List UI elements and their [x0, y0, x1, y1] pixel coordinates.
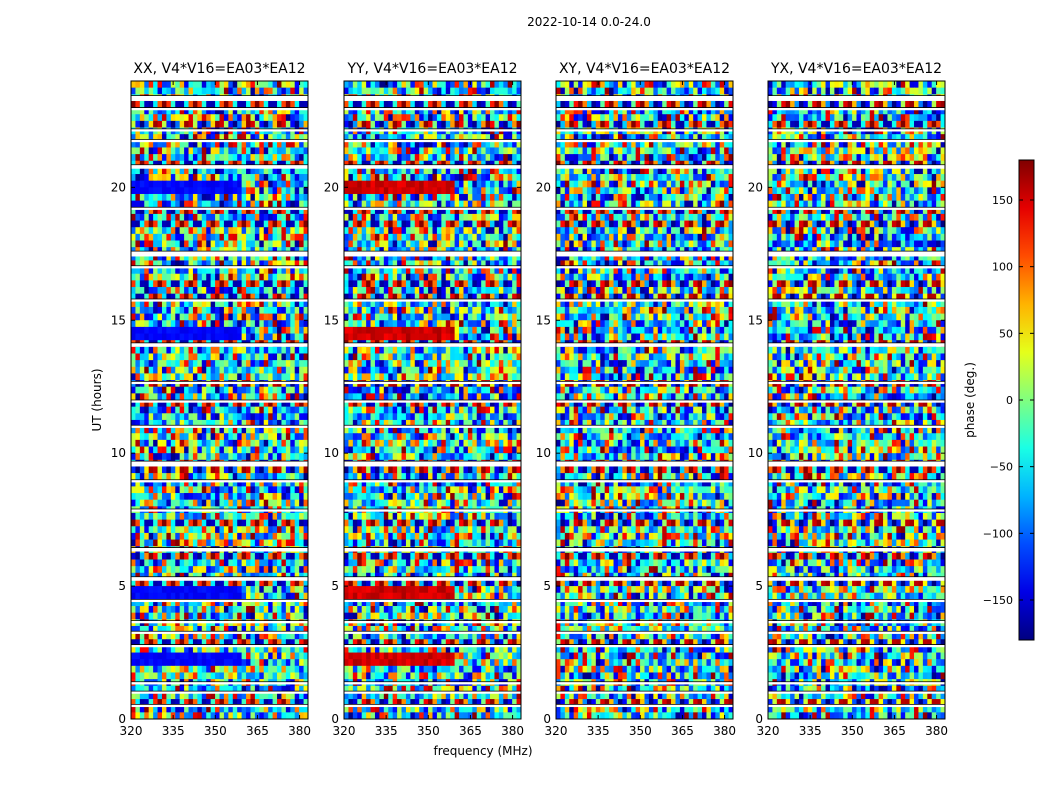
y-tick-label: 0 [543, 712, 551, 726]
colorbar-tick-label: 0 [1006, 394, 1013, 407]
panel-title: YX, V4*V16=EA03*EA12 [770, 61, 942, 77]
panel-title: YY, V4*V16=EA03*EA12 [346, 61, 517, 77]
y-tick-label: 20 [324, 180, 339, 194]
y-tick-label: 0 [755, 712, 763, 726]
panels: XX, V4*V16=EA03*EA12 0 5 10 15 20 320 335 350 365… [90, 61, 948, 758]
panel-xx: XX, V4*V16=EA03*EA12 0 5 10 15 20 320 335 350 365… [90, 61, 311, 738]
x-tick-label: 365 [883, 724, 906, 738]
y-tick-label: 20 [536, 180, 551, 194]
axes-frame [767, 80, 946, 720]
y-tick-label: 15 [111, 313, 126, 327]
axes-frame [555, 80, 734, 720]
x-tick-label: 335 [799, 724, 822, 738]
x-tick-label: 380 [288, 724, 311, 738]
x-tick-label: 320 [545, 724, 568, 738]
panel-yy: YY, V4*V16=EA03*EA12 0 5 10 15 20 320 335 350 365… [324, 61, 533, 758]
x-tick-label: 350 [417, 724, 440, 738]
x-tick-label: 380 [501, 724, 524, 738]
panel-yx: YX, V4*V16=EA03*EA12 0 5 10 15 20 320 335 350 365… [748, 61, 948, 738]
y-tick-label: 10 [536, 446, 551, 460]
colorbar-tick-label: 50 [999, 327, 1013, 340]
y-tick-label: 20 [111, 180, 126, 194]
colorbar-tick-label: 100 [992, 261, 1013, 274]
x-tick-label: 380 [713, 724, 736, 738]
x-tick-label: 380 [925, 724, 948, 738]
x-tick-label: 350 [629, 724, 652, 738]
y-axis-label: UT (hours) [90, 368, 104, 431]
x-tick-label: 320 [120, 724, 143, 738]
axes-frame [130, 80, 309, 720]
y-tick-label: 10 [111, 446, 126, 460]
colorbar: 150 100 50 0 −50 −100 −150 phase (deg.) [963, 159, 1035, 641]
colorbar-tick-label: 150 [992, 194, 1013, 207]
x-tick-label: 335 [587, 724, 610, 738]
y-tick-label: 15 [536, 313, 551, 327]
x-tick-label: 350 [204, 724, 227, 738]
panel-title: XY, V4*V16=EA03*EA12 [559, 61, 730, 77]
colorbar-tick-label: −100 [983, 527, 1013, 540]
x-tick-label: 365 [459, 724, 482, 738]
y-tick-label: 0 [331, 712, 339, 726]
panel-xy: XY, V4*V16=EA03*EA12 0 5 10 15 20 320 335 350 365… [536, 61, 736, 738]
panel-title: XX, V4*V16=EA03*EA12 [133, 61, 305, 77]
y-tick-label: 5 [118, 579, 126, 593]
y-tick-label: 20 [748, 180, 763, 194]
colorbar-tick-label: −50 [990, 461, 1013, 474]
x-tick-label: 350 [841, 724, 864, 738]
suptitle: 2022-10-14 0.0-24.0 [527, 15, 651, 29]
phase-heatmap [556, 81, 733, 719]
x-tick-label: 335 [162, 724, 185, 738]
x-tick-label: 335 [375, 724, 398, 738]
axes-frame [343, 80, 522, 720]
colorbar-ticks: 150 100 50 0 −50 −100 −150 [983, 194, 1034, 607]
phase-heatmap [768, 81, 945, 719]
x-tick-label: 365 [671, 724, 694, 738]
x-axis-label: frequency (MHz) [433, 744, 532, 758]
colorbar-tick-label: −150 [983, 594, 1013, 607]
x-tick-label: 365 [246, 724, 269, 738]
x-tick-label: 320 [333, 724, 356, 738]
phase-heatmap [131, 81, 308, 719]
y-tick-label: 0 [118, 712, 126, 726]
phase-heatmap [344, 81, 521, 719]
y-tick-label: 10 [748, 446, 763, 460]
y-tick-label: 15 [324, 313, 339, 327]
y-tick-label: 15 [748, 313, 763, 327]
y-tick-label: 5 [755, 579, 763, 593]
y-tick-label: 5 [543, 579, 551, 593]
x-tick-label: 320 [757, 724, 780, 738]
colorbar-label: phase (deg.) [963, 362, 977, 438]
y-tick-label: 5 [331, 579, 339, 593]
y-tick-label: 10 [324, 446, 339, 460]
